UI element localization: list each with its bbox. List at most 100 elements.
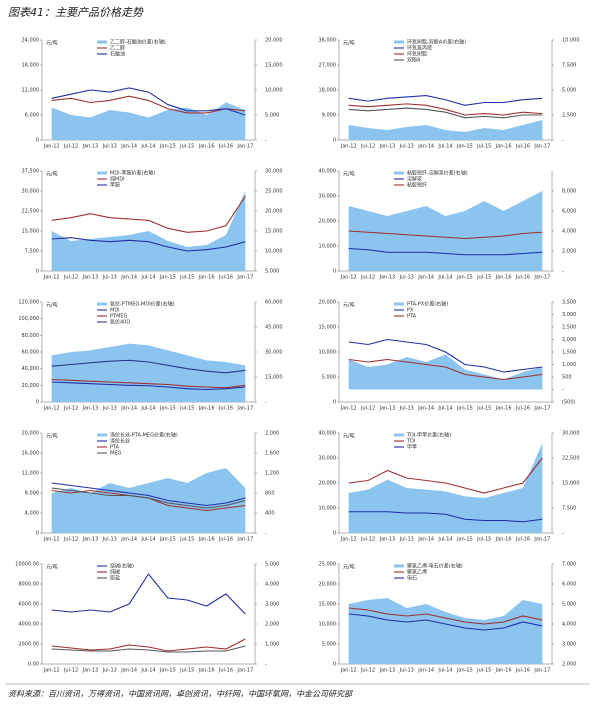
x-tick-label: Jan-13 (378, 537, 395, 543)
y-tick-label: 20,000 (319, 481, 337, 487)
y2-tick-label: 30,000 (562, 431, 580, 437)
x-tick-label: Jan-12 (43, 275, 60, 281)
y2-tick-label: 2,000 (265, 622, 279, 628)
legend-label: 烧碱(右轴) (110, 563, 134, 570)
y2-tick-label: 20,000 (265, 209, 283, 215)
x-tick-label: Jan-12 (43, 406, 60, 412)
chart-panel: 元/吨 0 4,000 8,000 12,000 16,000 20,000 - 400 800 1… (22, 431, 280, 543)
y-tick-label: 16,000 (22, 451, 40, 457)
x-tick-label: Jul-16 (515, 537, 530, 543)
area-series (348, 191, 543, 271)
legend-label: 纯碱 (110, 569, 120, 576)
legend-label: 氨纶40D (110, 319, 130, 326)
y2-tick-label: 10,000 (562, 38, 580, 44)
legend-label: 粘胶短纤-溶解浆价差(右轴) (407, 170, 468, 177)
chart-panel: 元/吨 0.00 2000.00 4000.00 6000.00 8000.00 10000… (15, 562, 279, 674)
x-tick-label: Jan-14 (120, 275, 137, 281)
x-tick-label: Jul-13 (102, 144, 117, 150)
y2-tick-label: 6,000 (562, 209, 576, 215)
area-series (51, 468, 246, 533)
y2-tick-label: 1,000 (562, 362, 576, 368)
x-tick-label: Jan-12 (340, 537, 357, 543)
legend-label: PTA-PX价差(右轴) (407, 301, 448, 308)
y2-tick-label: 4,000 (265, 582, 279, 588)
x-tick-label: Jan-13 (81, 275, 98, 281)
y-tick-label: 20,000 (319, 582, 337, 588)
x-tick-label: Jan-15 (159, 537, 176, 543)
x-tick-label: Jul-12 (63, 668, 78, 674)
line-series (348, 613, 543, 631)
unit-label: 元/吨 (46, 40, 58, 47)
y2-tick-label: 1,500 (562, 350, 576, 356)
x-tick-label: Jul-12 (63, 537, 78, 543)
x-tick-label: Jan-12 (340, 406, 357, 412)
x-tick-label: Jan-15 (159, 406, 176, 412)
x-tick-label: Jan-16 (495, 406, 512, 412)
y2-tick-label: 5,000 (265, 269, 279, 275)
x-tick-label: Jul-14 (140, 668, 155, 674)
legend-swatch (97, 302, 107, 306)
y-tick-label: 40,000 (22, 366, 40, 372)
y-tick-label: 10,000 (319, 506, 337, 512)
legend-label: 乙二醇 (110, 45, 125, 52)
x-tick-label: Jul-16 (218, 275, 233, 281)
legend-label: PX (407, 308, 414, 314)
y-tick-label: 30,000 (22, 189, 40, 195)
x-tick-label: Jan-13 (378, 668, 395, 674)
x-tick-label: Jan-12 (340, 668, 357, 674)
y2-tick-label: 1,600 (265, 451, 279, 457)
y-tick-label: 0 (36, 531, 39, 537)
y-tick-label: 18,000 (319, 88, 337, 94)
legend-label: 环氧氯丙烷 (407, 45, 432, 52)
x-tick-label: Jan-12 (340, 144, 357, 150)
legend-label: 苯胺 (110, 182, 120, 189)
line-series (348, 95, 543, 106)
x-tick-label: Jan-15 (159, 275, 176, 281)
unit-label: 元/吨 (46, 564, 58, 571)
x-tick-label: Jan-13 (81, 406, 98, 412)
x-tick-label: Jan-16 (495, 537, 512, 543)
x-tick-label: Jan-15 (456, 406, 473, 412)
y2-tick-label: 3,000 (265, 602, 279, 608)
chart-panel: 元/吨 0 9,000 18,000 27,000 36,000 - 2,500 5,000 7,… (319, 38, 580, 150)
x-tick-label: Jul-14 (437, 537, 452, 543)
y2-tick-label: 3,000 (562, 642, 576, 648)
x-tick-label: Jul-13 (399, 537, 414, 543)
legend-label: 环氧树脂-双酚A价差(右轴) (407, 39, 466, 46)
y-tick-label: 4,000 (25, 511, 39, 517)
y-tick-label: 0 (36, 138, 39, 144)
legend-label: 双酚A (407, 57, 421, 64)
y2-tick-label: - (265, 662, 267, 668)
y2-tick-label: 2,000 (562, 249, 576, 255)
legend-label: MEG (110, 451, 121, 457)
x-tick-label: Jan-13 (378, 406, 395, 412)
x-tick-label: Jan-13 (81, 668, 98, 674)
x-tick-label: Jan-17 (533, 668, 550, 674)
y-tick-label: 0 (333, 531, 336, 537)
line-series (51, 381, 246, 391)
x-tick-label: Jul-16 (515, 668, 530, 674)
chart-panel: 元/吨 0 20,000 40,000 60,000 80,000 100,000 120,0… (18, 300, 282, 412)
y2-tick-label: - (562, 531, 564, 537)
x-tick-label: Jan-17 (533, 275, 550, 281)
y-tick-label: 10,000 (319, 244, 337, 250)
line-series (51, 359, 246, 374)
x-tick-label: Jul-16 (515, 275, 530, 281)
line-series (51, 237, 246, 252)
x-tick-label: Jan-16 (198, 537, 215, 543)
x-tick-label: Jan-15 (456, 275, 473, 281)
y2-tick-label: 20,000 (265, 38, 283, 44)
y-tick-label: 15,000 (22, 229, 40, 235)
x-tick-label: Jan-15 (159, 668, 176, 674)
line-series (348, 338, 543, 373)
x-tick-label: Jul-15 (179, 668, 194, 674)
y2-tick-label: 5,000 (562, 88, 576, 94)
y2-tick-label: - (265, 400, 267, 406)
line-series (51, 87, 246, 116)
x-tick-label: Jul-15 (476, 537, 491, 543)
x-tick-label: Jul-16 (218, 144, 233, 150)
y-tick-label: 7,500 (25, 249, 39, 255)
x-tick-label: Jul-13 (102, 406, 117, 412)
x-tick-label: Jul-14 (437, 275, 452, 281)
x-tick-label: Jan-17 (236, 275, 253, 281)
